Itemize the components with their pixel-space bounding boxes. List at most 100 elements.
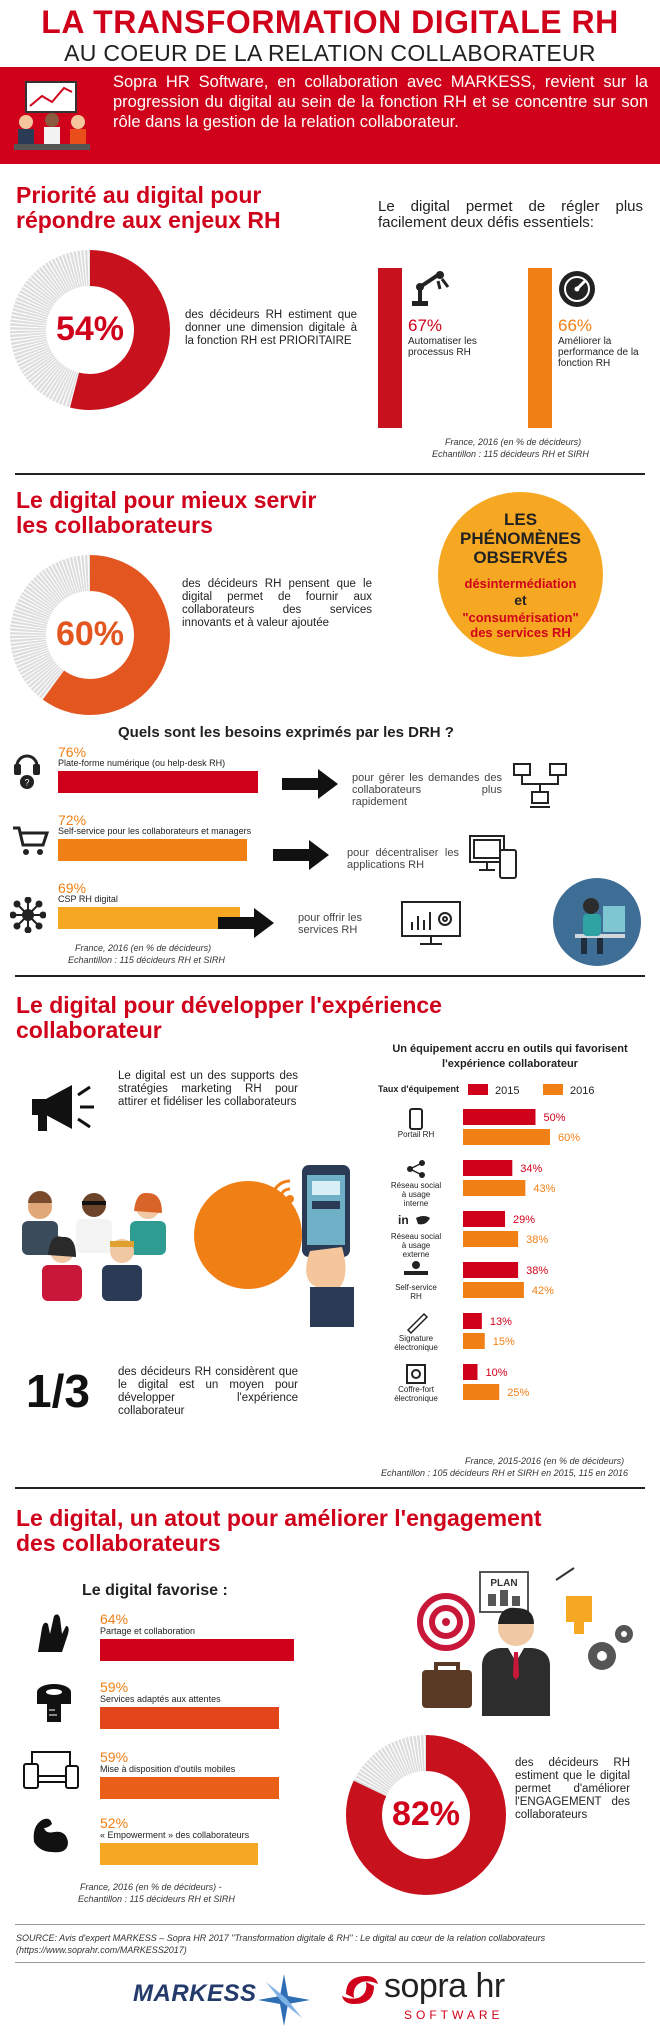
s4-donut-value: 82%: [391, 1795, 461, 1833]
s3-text2: des décideurs RH considèrent que le digi…: [118, 1366, 298, 1417]
need1-value: 76%: [58, 744, 87, 760]
self-service-icon: [404, 1271, 428, 1275]
divider-1: [15, 473, 645, 475]
engage1-bar: [100, 1639, 294, 1661]
cart-icon: [12, 825, 50, 857]
need3-bar: [58, 907, 240, 929]
plan-label: PLAN: [490, 1578, 517, 1589]
engage1-label: Partage et collaboration: [100, 1626, 196, 1636]
bar-value-2015: 38%: [526, 1265, 548, 1277]
legend-swatch-2015: [468, 1084, 488, 1095]
s1-stat2-label: Améliorer la performance de la fonction …: [558, 336, 639, 369]
high-five-icon: [32, 1612, 72, 1654]
s1-stat2-value: 66%: [558, 316, 593, 335]
phenomena-bubble: [438, 492, 603, 657]
headset-icon: ?: [12, 748, 42, 790]
s2-donut-text: des décideurs RH pensent que le digital …: [182, 578, 372, 629]
s1-donut: [10, 250, 170, 410]
category-label: externe: [403, 1250, 430, 1259]
biceps-icon: [30, 1812, 72, 1856]
one-third-value: 1/3: [26, 1365, 90, 1417]
megaphone-icon: [26, 1079, 98, 1135]
sopra-hr-logo-text: sopra hr: [384, 1967, 505, 2005]
bar-2016: [463, 1282, 524, 1298]
divider-4: [15, 1924, 645, 1925]
s1-donut-arc: [10, 250, 170, 410]
s2-source2: Echantillon : 115 décideurs RH et SIRH: [68, 955, 225, 965]
need2-result: pour décentraliser les applications RH: [347, 847, 459, 871]
s3-source2: Echantillon : 105 décideurs RH et SIRH e…: [381, 1468, 628, 1478]
safe-icon: [411, 1369, 421, 1379]
measuring-tape-icon: [35, 1682, 73, 1724]
s4-donut: [346, 1735, 506, 1895]
category-label: à usage: [402, 1190, 431, 1199]
bubble-item2: "consumérisation" des services RH: [462, 610, 579, 640]
s3-text1: Le digital est un des supports des strat…: [118, 1070, 298, 1108]
s1-source1: France, 2016 (en % de décideurs): [445, 437, 582, 447]
desk-worker-illustration: [553, 878, 641, 966]
businessman-plan-illustration: PLAN: [396, 1566, 641, 1716]
network-icon: [10, 897, 46, 933]
bar-2016: [463, 1231, 519, 1247]
s2-source1: France, 2016 (en % de décideurs): [75, 943, 212, 953]
bar-2015: [463, 1109, 536, 1125]
s2-donut: [10, 555, 170, 715]
main-title: LA TRANSFORMATION DIGITALE RH: [41, 4, 619, 40]
engage3-label: Mise à disposition d'outils mobiles: [100, 1764, 236, 1774]
analytics-screen-icon: [400, 900, 462, 946]
equipment-chart-title: Un équipement accru en outils qui favori…: [392, 1043, 628, 1070]
need3-value: 69%: [58, 880, 87, 896]
engage4-bar: [100, 1843, 258, 1865]
s1-stat2-bar: [528, 268, 552, 428]
bubble-item1: désintermédiation: [464, 576, 577, 591]
bar-2015: [463, 1160, 513, 1176]
bar-value-2015: 50%: [544, 1112, 566, 1124]
chart-axis-label: Taux d'équipement: [378, 1084, 459, 1094]
markess-star-icon: [256, 1972, 312, 2028]
robot-arm-icon: [408, 265, 452, 309]
need1-bar: [58, 771, 258, 793]
twitter-icon: [416, 1216, 430, 1225]
s1-donut-value: 54%: [55, 310, 125, 348]
bar-2016: [463, 1384, 500, 1400]
legend-swatch-2016: [543, 1084, 563, 1095]
engage2-bar: [100, 1707, 279, 1729]
arrow-icon: [273, 838, 331, 872]
bar-2015: [463, 1364, 478, 1380]
need1-label: Plate-forme numérique (ou help-desk RH): [58, 758, 226, 768]
bar-value-2016: 15%: [493, 1336, 515, 1348]
needs-question: Quels sont les besoins exprimés par les …: [118, 724, 454, 741]
engage2-value: 59%: [100, 1679, 129, 1695]
s1-title-line2: répondre aux enjeux RH: [16, 207, 281, 233]
main-subtitle: AU COEUR DE LA RELATION COLLABORATEUR: [64, 40, 596, 66]
engage3-value: 59%: [100, 1749, 129, 1765]
bar-2015: [463, 1211, 506, 1227]
intro-text: Sopra HR Software, en collaboration avec…: [113, 73, 648, 131]
bar-2015: [463, 1313, 482, 1329]
category-label: RH: [410, 1292, 422, 1301]
s3-title-line2: collaborateur: [16, 1017, 162, 1043]
s2-donut-value: 60%: [55, 615, 125, 653]
bar-value-2016: 25%: [507, 1387, 529, 1399]
bar-value-2016: 42%: [532, 1285, 554, 1297]
s3-source1: France, 2015-2016 (en % de décideurs): [465, 1456, 625, 1466]
category-label: Coffre-fort: [398, 1385, 435, 1394]
divider-2: [15, 975, 645, 977]
bar-value-2015: 34%: [520, 1163, 542, 1175]
category-label: Réseau social: [391, 1232, 441, 1241]
bar-2015: [463, 1262, 519, 1278]
s1-source2: Echantillon : 115 décideurs RH et SIRH: [432, 449, 589, 459]
s1-donut-text: des décideurs RH estiment que donner une…: [185, 309, 357, 347]
s4-donut-text: des décideurs RH estiment que le digital…: [515, 1757, 630, 1821]
category-label: Réseau social: [391, 1181, 441, 1190]
intro-banner: [0, 67, 660, 164]
share-icon: [408, 1162, 423, 1176]
bar-2016: [463, 1333, 485, 1349]
arrow-icon: [218, 906, 276, 940]
people-group-illustration: [16, 1185, 172, 1303]
engage4-value: 52%: [100, 1815, 129, 1831]
self-service-icon: [412, 1261, 420, 1269]
category-label: Self-service: [395, 1283, 437, 1292]
equipment-chart: Taux d'équipement 2015 2016 Portail RH 50% 60…: [370, 1082, 660, 1452]
sopra-hr-logo-sub: SOFTWARE: [404, 2008, 504, 2022]
